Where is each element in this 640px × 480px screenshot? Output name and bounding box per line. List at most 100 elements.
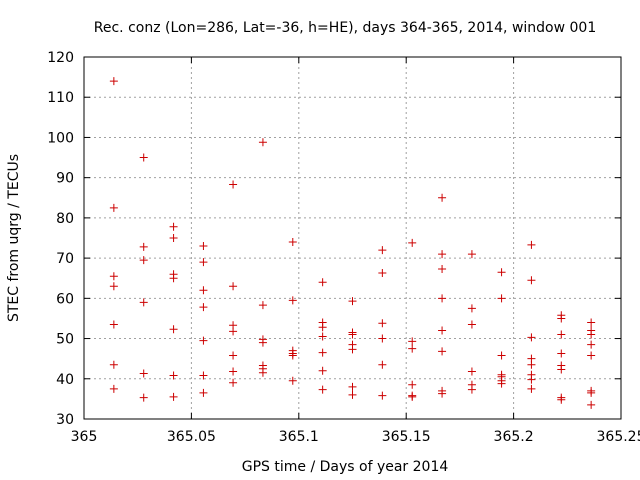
y-tick-label: 90 [56,171,74,187]
data-point-marker [557,349,566,358]
y-tick-label: 70 [56,251,74,267]
data-point-marker [288,238,297,247]
data-point-marker [229,282,238,291]
data-point-marker [139,393,148,402]
data-point-marker [199,286,208,295]
data-point-marker [169,392,178,401]
grid-layer [84,57,621,419]
data-point-marker [438,326,447,335]
data-point-marker [169,325,178,334]
data-point-marker [199,242,208,251]
data-point-marker [199,388,208,397]
data-point-marker [557,314,566,323]
data-point-marker [378,334,387,343]
y-tick-label: 120 [47,50,74,66]
data-point-marker [199,336,208,345]
data-point-marker [467,367,476,376]
data-point-marker [587,388,596,397]
x-tick-label: 365.2 [494,429,534,445]
y-tick-label: 60 [56,291,74,307]
x-axis-label: GPS time / Days of year 2014 [242,459,449,475]
data-point-marker [378,319,387,328]
data-point-marker [229,378,238,387]
data-point-marker [348,330,357,339]
data-point-marker [408,337,417,346]
axis-ticks: 365 365.05 365.1 365.15 365.2 365.25 30 40 50 60 7… [47,50,640,445]
data-point-marker [109,272,118,281]
y-tick-label: 80 [56,211,74,227]
data-point-marker [497,351,506,360]
data-point-marker [109,203,118,212]
data-point-marker [467,385,476,394]
data-point-marker [199,303,208,312]
y-tick-label: 100 [47,130,74,146]
data-point-marker [288,376,297,385]
data-point-marker [587,351,596,360]
data-point-marker [587,318,596,327]
data-point-marker [438,264,447,273]
data-point-marker [527,384,536,393]
data-point-marker [438,347,447,356]
data-point-marker [139,298,148,307]
data-point-marker [557,365,566,374]
data-point-marker [199,371,208,380]
data-point-marker [467,320,476,329]
data-point-marker [139,153,148,162]
data-point-marker [109,384,118,393]
x-tick-label: 365.1 [279,429,319,445]
data-point-marker [497,268,506,277]
data-point-marker [557,330,566,339]
data-point-marker [258,368,267,377]
data-point-marker [527,360,536,369]
y-tick-label: 40 [56,372,74,388]
x-tick-label: 365.05 [167,429,216,445]
data-point-marker [229,367,238,376]
data-point-marker [378,246,387,255]
y-axis-label: STEC from uqrg / TECUs [6,154,22,322]
data-point-marker [139,242,148,251]
chart-title: Rec. conz (Lon=286, Lat=-36, h=HE), days… [94,20,596,36]
data-point-marker [318,278,327,287]
x-tick-label: 365 [71,429,98,445]
data-point-marker [527,276,536,285]
data-point-marker [348,382,357,391]
data-point-marker [438,389,447,398]
data-point-marker [258,301,267,310]
data-point-marker [557,395,566,404]
data-point-marker [169,371,178,380]
data-point-marker [348,297,357,306]
y-tick-label: 50 [56,332,74,348]
data-point-marker [169,234,178,242]
data-markers [109,77,596,409]
data-point-marker [318,332,327,341]
x-tick-label: 365.25 [597,429,640,445]
data-point-marker [378,268,387,277]
data-point-marker [139,256,148,265]
data-point-marker [587,340,596,349]
data-point-marker [348,390,357,399]
data-point-marker [378,360,387,369]
data-point-marker [109,320,118,329]
data-point-marker [587,400,596,409]
plot-frame [83,56,622,420]
data-point-marker [318,385,327,394]
data-point-marker [438,193,447,202]
data-point-marker [408,380,417,389]
data-point-marker [527,240,536,249]
data-point-marker [288,351,297,360]
data-point-marker [408,392,417,401]
data-point-marker [258,138,267,147]
data-point-marker [438,294,447,303]
data-point-marker [288,296,297,305]
data-point-marker [139,369,148,378]
data-point-marker [587,330,596,339]
y-tick-label: 110 [47,90,74,106]
data-point-marker [497,379,506,388]
data-point-marker [527,375,536,384]
data-point-marker [169,274,178,283]
data-point-marker [497,294,506,303]
data-point-marker [318,348,327,357]
data-point-marker [408,238,417,247]
data-point-marker [229,327,238,336]
